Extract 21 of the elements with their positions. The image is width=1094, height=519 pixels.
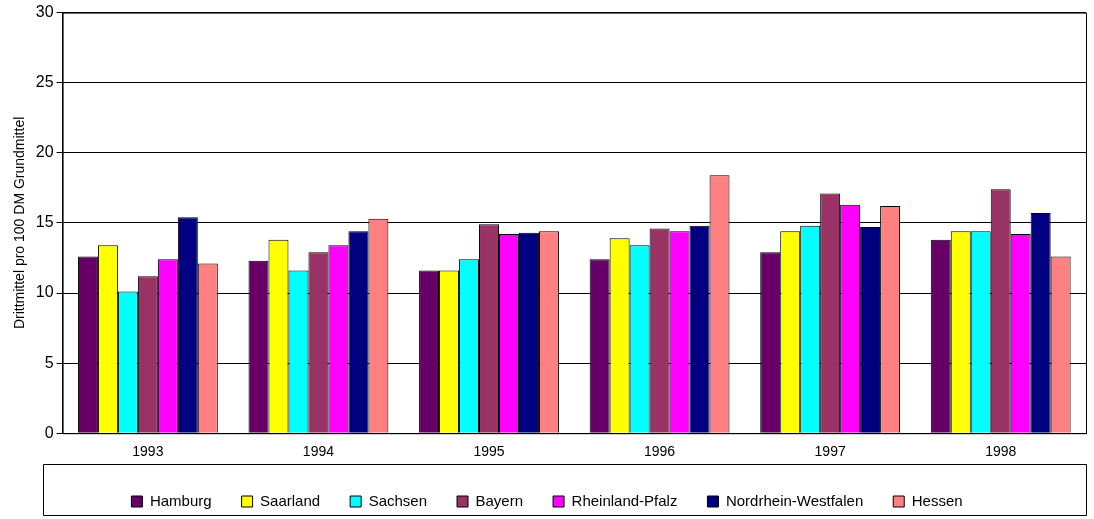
x-tick-label: 1993 (132, 443, 164, 460)
x-tick-label: 1997 (814, 443, 846, 460)
y-tick-label: 0 (44, 423, 54, 441)
legend-label: Saarland (260, 491, 321, 509)
y-tick-label: 30 (35, 3, 54, 21)
y-tick-label: 25 (35, 73, 54, 91)
x-tick-label: 1995 (473, 443, 505, 460)
y-tick-label: 10 (35, 283, 54, 301)
y-tick-label: 20 (35, 143, 54, 161)
x-tick-label: 1994 (302, 443, 335, 460)
legend-label: Nordrhein-Westfalen (725, 491, 864, 509)
legend-label: Sachsen (368, 491, 428, 509)
legend-label: Hessen (911, 491, 963, 509)
y-tick-label: 15 (35, 213, 54, 231)
y-axis-title: Drittmittel pro 100 DM Grundmittel (11, 116, 28, 330)
x-tick-label: 1998 (985, 443, 1017, 460)
legend-label: Rheinland-Pfalz (571, 491, 678, 509)
x-tick-label: 1996 (644, 443, 676, 460)
legend-label: Bayern (475, 491, 524, 509)
y-tick-label: 5 (44, 353, 54, 371)
legend-label: Hamburg (149, 491, 212, 509)
